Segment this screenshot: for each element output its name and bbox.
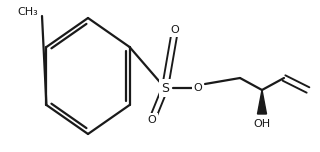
Text: S: S xyxy=(161,81,169,95)
Polygon shape xyxy=(258,90,267,114)
Text: O: O xyxy=(148,115,156,125)
Text: O: O xyxy=(171,25,180,35)
Text: CH₃: CH₃ xyxy=(18,7,38,17)
Text: O: O xyxy=(194,83,202,93)
Text: OH: OH xyxy=(253,119,271,129)
